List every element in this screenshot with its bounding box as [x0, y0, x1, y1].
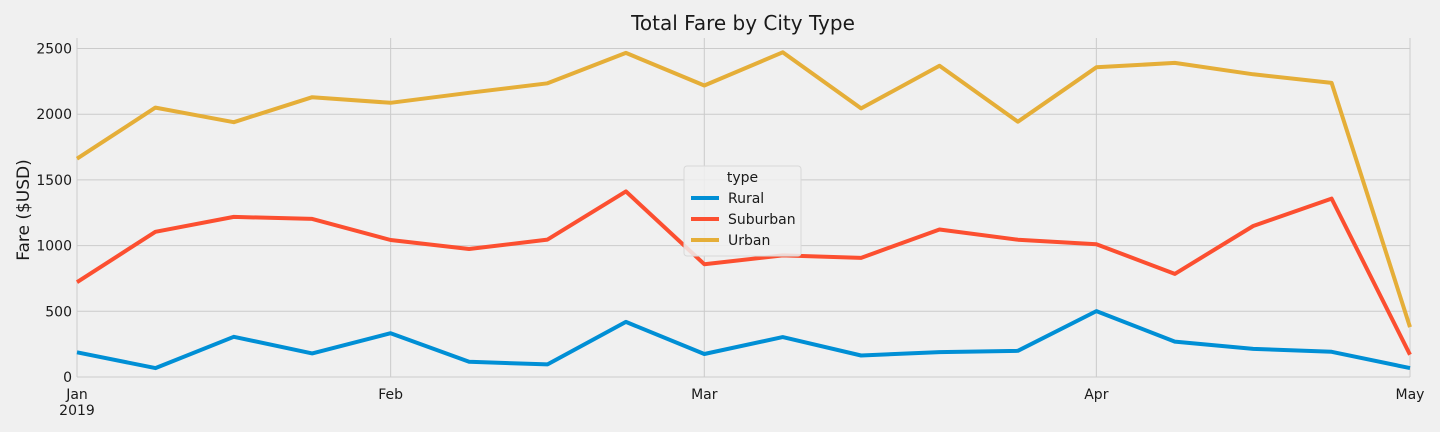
legend-title: type	[727, 170, 758, 186]
legend-label-rural: Rural	[728, 191, 764, 207]
x-tick-label: Mar	[691, 387, 718, 403]
y-tick-label: 0	[63, 370, 72, 386]
series-line-rural	[76, 309, 1411, 371]
y-tick-label: 1000	[36, 239, 72, 255]
series-lines	[75, 50, 1412, 371]
series-line-urban	[75, 50, 1412, 328]
x-tick-label: Apr	[1084, 387, 1108, 403]
legend[interactable]: type Rural Suburban Urban	[683, 165, 802, 257]
y-tick-label: 2500	[36, 42, 72, 58]
legend-label-urban: Urban	[728, 233, 770, 249]
x-tick-label: Jan	[65, 387, 88, 403]
x-tick-label: Feb	[378, 387, 403, 403]
y-tick-labels: 0 500 1000 1500 2000 2500	[36, 42, 72, 386]
legend-label-suburban: Suburban	[728, 212, 796, 228]
chart-title: Total Fare by City Type	[630, 11, 855, 35]
y-axis-label: Fare ($USD)	[14, 159, 34, 261]
x-tick-sublabel: 2019	[59, 403, 95, 419]
legend-box	[683, 165, 802, 257]
y-tick-label: 2000	[36, 107, 72, 123]
x-tick-label: May	[1396, 387, 1425, 403]
series-line-suburban	[75, 189, 1412, 356]
y-tick-label: 1500	[36, 173, 72, 189]
y-tick-label: 500	[45, 304, 72, 320]
